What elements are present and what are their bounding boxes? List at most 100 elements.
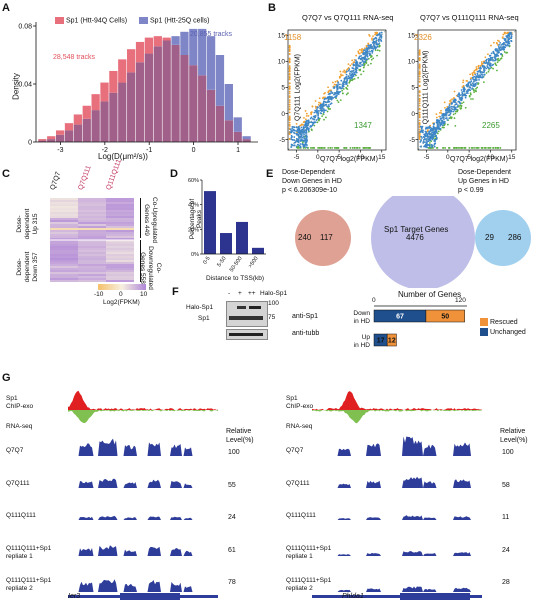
scatter-point	[435, 136, 438, 139]
scatter-point	[379, 34, 382, 37]
scatter-point	[461, 95, 464, 97]
hist-bar	[73, 114, 83, 125]
scatter-point	[420, 135, 422, 138]
heatmap-cell	[50, 258, 78, 261]
scatter-point	[288, 60, 291, 63]
heatmap-cells	[50, 198, 134, 282]
heatmap-cell	[78, 254, 106, 257]
f-bars: 67 50 17 12	[373, 305, 467, 347]
scatter-point	[494, 48, 497, 51]
hist-bar	[127, 49, 136, 73]
scatter-point	[364, 53, 367, 56]
scatter-point	[418, 72, 421, 75]
g-track-label: Q7Q7	[6, 447, 23, 455]
relative-level-value: 100	[228, 449, 240, 456]
hist-bar-overlap	[64, 130, 74, 142]
scatter-point	[367, 147, 369, 149]
scatter-point	[323, 147, 326, 149]
scatter-point	[418, 115, 421, 117]
scatter-point	[469, 83, 472, 86]
y-tick-label: -5	[409, 137, 415, 144]
scatter-point	[451, 108, 454, 111]
scatter-point	[453, 90, 456, 93]
scatter-point	[326, 110, 329, 113]
scatter-point	[319, 109, 322, 112]
scatter-point	[375, 34, 378, 37]
heatmap-cell	[78, 222, 106, 225]
scatter-point	[299, 129, 302, 132]
x-tick-label: 15	[508, 154, 516, 161]
scatter-point	[487, 70, 490, 73]
heatmap-cell	[106, 216, 134, 219]
scatter-point	[292, 131, 295, 134]
scatter-point	[498, 59, 501, 62]
g-track-label: Q111Q111+Sp1 repliate 1	[286, 545, 331, 561]
scatter-point	[375, 37, 378, 40]
c-col-q7q7: Q7Q7	[49, 171, 63, 191]
hist-bar-overlap	[144, 53, 154, 142]
scatter-point	[360, 49, 363, 52]
c-bracket-top	[140, 198, 141, 238]
scatter-point	[506, 43, 509, 46]
scatter-point	[458, 92, 460, 94]
scatter-point	[358, 52, 360, 55]
hist-bar	[109, 70, 118, 93]
scatter-point	[418, 85, 421, 87]
scatter-point	[335, 147, 337, 149]
hist-bar-overlap	[242, 139, 251, 142]
c-scale-tick-pos: 10	[140, 291, 148, 298]
hist-bar	[100, 82, 109, 102]
d-bars	[204, 191, 264, 254]
blue-track-count: 20,855 tracks	[190, 31, 233, 38]
scatter-point	[317, 114, 319, 117]
hist-bar	[206, 36, 216, 90]
heatmap-cell	[106, 246, 134, 249]
hist-bar	[242, 136, 251, 140]
scatter-point	[375, 43, 378, 46]
hist-bar-overlap	[233, 131, 242, 142]
scatter-point	[299, 143, 302, 145]
scatter-point	[376, 45, 379, 48]
c-left-top-label: Dose-dependent Up 315	[16, 208, 39, 240]
scatter-point	[350, 63, 353, 65]
scatter-point	[288, 119, 291, 122]
scatter-point	[295, 130, 298, 132]
scatter-point	[327, 100, 330, 103]
scatter-point	[360, 51, 363, 54]
scatter-point	[322, 113, 325, 115]
scatter-point	[314, 114, 317, 117]
scatter-point	[317, 110, 320, 112]
e-left-only: 240	[298, 233, 312, 242]
track-subname: repliate 1	[6, 553, 33, 560]
scatter-point	[310, 111, 313, 113]
g-track-label: Q7Q7	[286, 447, 303, 455]
scatter-point	[418, 128, 421, 131]
scatter-point	[315, 119, 318, 121]
scatter-point	[418, 102, 421, 105]
diagonal-line	[417, 29, 517, 151]
relative-level-value: 78	[228, 579, 236, 586]
scatter-point	[354, 67, 357, 70]
scatter-point	[288, 78, 291, 81]
scatter-point	[490, 66, 493, 69]
scatter-point	[498, 40, 500, 43]
scatter-point	[418, 138, 421, 141]
scatter-point	[342, 82, 344, 84]
scatter-point	[462, 84, 465, 87]
heatmap-cell	[78, 260, 106, 263]
scatter-point	[487, 67, 490, 70]
e-center-count: 4476	[406, 233, 424, 242]
scatter-point	[446, 119, 449, 121]
scatter-point	[453, 106, 455, 109]
scatter-point	[430, 143, 433, 146]
heatmap-cell	[50, 222, 78, 225]
e-center-label: Sp1 Target Genes	[384, 225, 449, 234]
heatmap-cell	[50, 218, 78, 221]
f-mw-75: 75	[268, 314, 276, 321]
scatter-point	[305, 146, 308, 149]
scatter-point	[369, 47, 371, 49]
scatter-point	[495, 53, 498, 56]
scatter-point	[506, 31, 509, 34]
panel-label-c: C	[2, 168, 10, 180]
heatmap-cell	[78, 244, 106, 247]
